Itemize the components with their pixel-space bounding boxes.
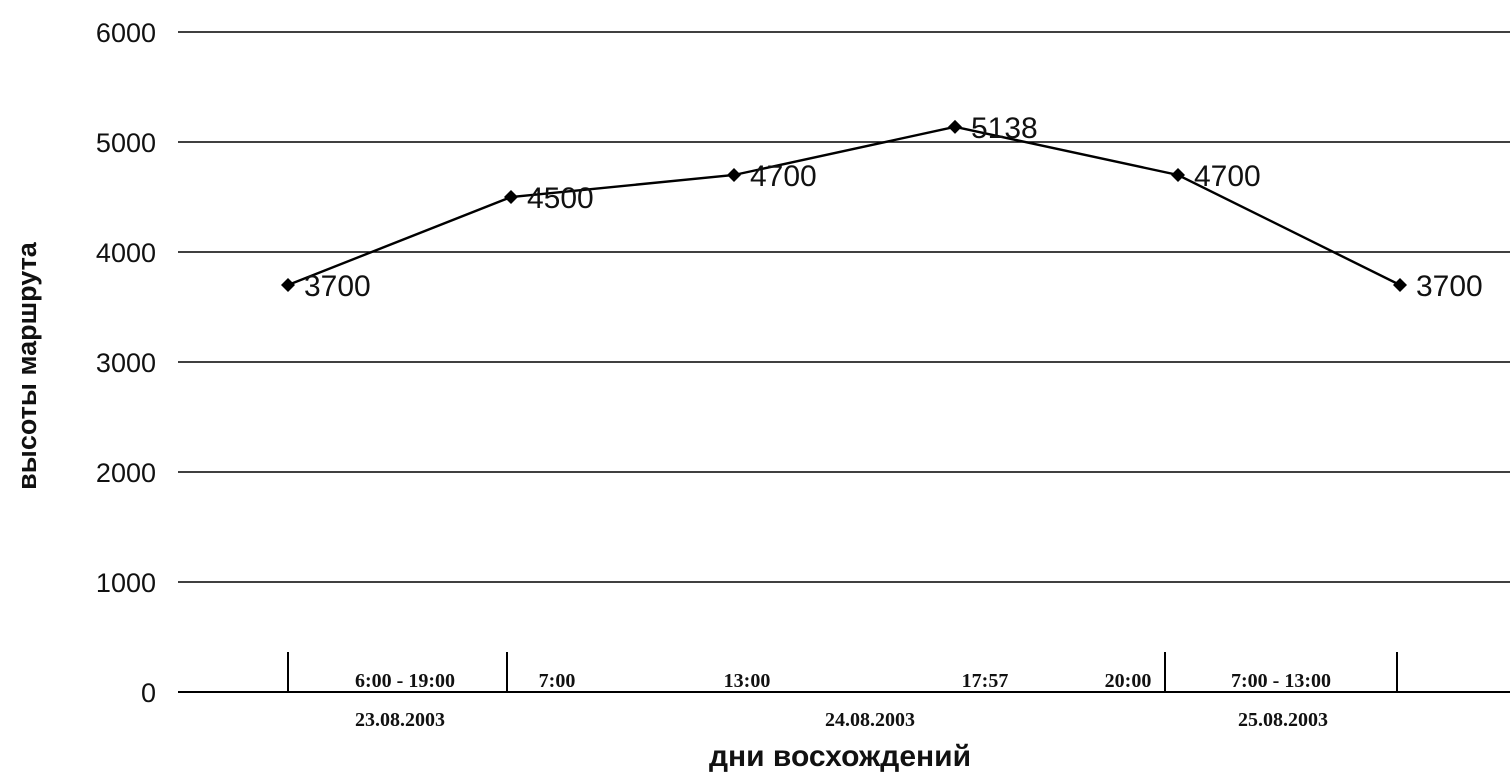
- data-label: 3700: [1416, 270, 1483, 303]
- x-axis-label: дни восхождений: [709, 740, 971, 773]
- data-point: [504, 190, 518, 204]
- data-label: 4700: [1194, 160, 1261, 193]
- y-tick-label: 4000: [96, 238, 156, 268]
- data-point: [1393, 278, 1407, 292]
- data-points: [281, 119, 1407, 292]
- category-label: 7:00 - 13:00: [1231, 670, 1331, 692]
- data-point: [281, 278, 295, 292]
- data-labels: 3700 4500 4700 5138 4700 3700: [304, 112, 1483, 303]
- category-label: 7:00: [539, 670, 576, 692]
- y-tick-label: 0: [141, 678, 156, 708]
- data-point: [1171, 168, 1185, 182]
- date-label: 24.08.2003: [825, 709, 915, 731]
- category-label: 20:00: [1105, 670, 1152, 692]
- data-label: 3700: [304, 270, 371, 303]
- x-date-labels: 23.08.2003 24.08.2003 25.08.2003: [355, 709, 1328, 731]
- y-tick-label: 1000: [96, 568, 156, 598]
- data-label: 4500: [527, 182, 594, 215]
- data-label: 5138: [971, 112, 1038, 145]
- y-tick-label: 6000: [96, 18, 156, 48]
- date-label: 25.08.2003: [1238, 709, 1328, 731]
- category-label: 13:00: [724, 670, 771, 692]
- series-line: [287, 125, 1401, 287]
- data-point: [948, 119, 962, 134]
- y-tick-label: 2000: [96, 458, 156, 488]
- gridlines: [178, 31, 1510, 583]
- y-tick-label: 5000: [96, 128, 156, 158]
- date-label: 23.08.2003: [355, 709, 445, 731]
- data-series: [287, 125, 1401, 287]
- x-category-labels: 6:00 - 19:00 7:00 13:00 17:57 20:00 7:00 - 13…: [355, 670, 1331, 692]
- y-axis-label: высоты маршрута: [12, 241, 42, 490]
- data-point: [727, 168, 741, 182]
- y-tick-labels: 0 1000 2000 3000 4000 5000 6000: [96, 18, 156, 708]
- data-label: 4700: [750, 160, 817, 193]
- category-label: 6:00 - 19:00: [355, 670, 455, 692]
- y-tick-label: 3000: [96, 348, 156, 378]
- category-separators: [287, 652, 1398, 692]
- category-label: 17:57: [962, 670, 1009, 692]
